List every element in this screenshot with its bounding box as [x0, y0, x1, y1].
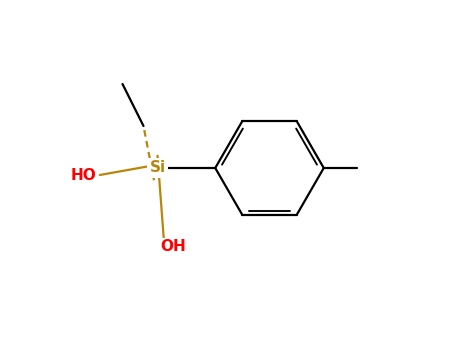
Text: HO: HO	[71, 168, 97, 182]
Text: OH: OH	[160, 239, 186, 254]
Text: Si: Si	[149, 161, 166, 175]
